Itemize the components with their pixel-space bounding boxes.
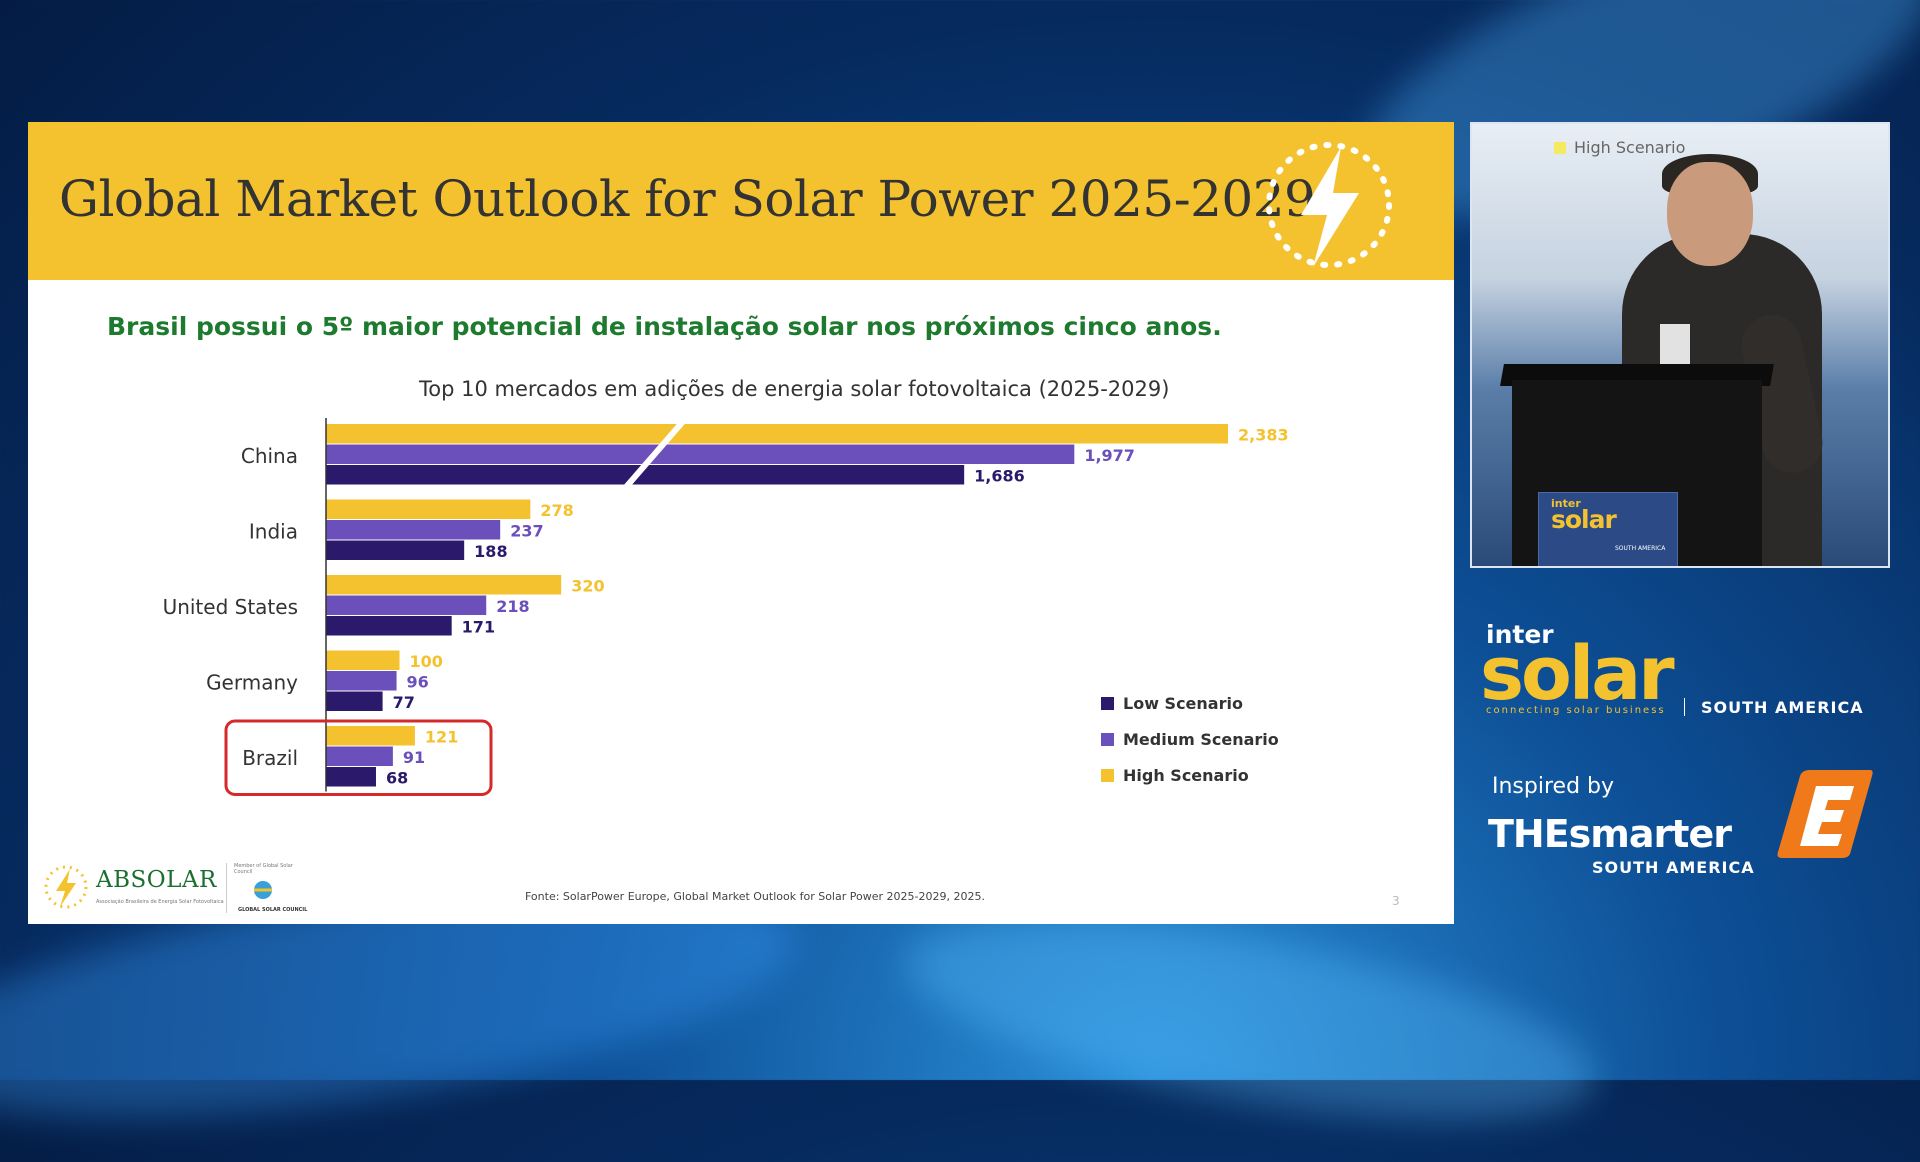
data-label-germany-medium-scenario: 96 [407,673,429,692]
the-smarter-e-logo: Inspired by THEsmarter SOUTH AMERICA [1488,768,1888,878]
data-label-india-low-scenario: 188 [474,542,507,561]
intersolar-separator [1684,698,1685,716]
data-label-india-high-scenario: 278 [540,501,573,520]
bar-germany-high-scenario [326,650,400,670]
podium-logo-panel: inter solar SOUTH AMERICA [1538,492,1678,566]
source-note: Fonte: SolarPower Europe, Global Market … [525,890,985,903]
podium-region: SOUTH AMERICA [1615,545,1666,552]
the-smarter-name: THEsmarter [1488,812,1732,856]
gsc-globe-icon [254,881,272,899]
bar-india-medium-scenario [326,520,501,540]
lightning-bolt-icon [1266,142,1392,268]
bar-united-states-low-scenario [326,616,452,636]
bar-brazil-high-scenario [326,726,415,746]
bar-china-low-scenario [326,465,965,485]
speaker-camera-feed: High Scenario inter solar SOUTH AMERICA [1470,122,1890,568]
data-label-india-medium-scenario: 237 [510,522,543,541]
bar-india-high-scenario [326,499,531,519]
data-label-china-low-scenario: 1,686 [974,467,1025,486]
logo-divider [226,863,227,913]
highlight-box-brazil [224,719,493,796]
bar-germany-low-scenario [326,691,383,711]
data-label-united-states-medium-scenario: 218 [496,597,529,616]
category-label-brazil: Brazil [242,746,298,770]
bar-brazil-medium-scenario [326,746,393,766]
data-label-brazil-high-scenario: 121 [425,728,458,747]
intersolar-tagline: connecting solar business [1486,705,1666,716]
legend-label-high-scenario: High Scenario [1123,766,1249,785]
absolar-tagline: Associação Brasileira de Energia Solar F… [96,899,224,905]
category-label-germany: Germany [206,670,298,694]
data-label-china-medium-scenario: 1,977 [1084,446,1135,465]
chart-title: Top 10 mercados em adições de energia so… [419,377,1170,401]
category-label-india: India [249,519,298,543]
camera-legend-label: High Scenario [1574,138,1686,157]
legend-swatch-medium-scenario [1101,733,1114,746]
podium-inter: inter [1551,497,1581,510]
podium-solar: solar [1551,505,1617,534]
bar-brazil-low-scenario [326,767,376,787]
presentation-slide: Global Market Outlook for Solar Power 20… [28,122,1454,924]
legend-swatch-high-scenario [1101,769,1114,782]
category-label-united-states: United States [163,595,298,619]
data-label-brazil-low-scenario: 68 [386,769,408,788]
data-label-brazil-medium-scenario: 91 [403,748,425,767]
slide-title: Global Market Outlook for Solar Power 20… [59,170,1316,228]
slide-header: Global Market Outlook for Solar Power 20… [28,122,1454,280]
slide-subtitle: Brasil possui o 5º maior potencial de in… [107,312,1222,341]
legend-label-low-scenario: Low Scenario [1123,694,1243,713]
intersolar-logo: inter solar connecting solar business SO… [1480,620,1880,730]
axis-break-mark [617,416,689,496]
absolar-logo: ABSOLAR Associação Brasileira de Energia… [36,859,308,917]
bar-united-states-high-scenario [326,575,562,595]
bar-germany-medium-scenario [326,671,397,691]
legend-swatch [1554,142,1566,154]
absolar-name: ABSOLAR [96,867,217,893]
data-label-united-states-low-scenario: 171 [462,618,495,637]
camera-legend-text: High Scenario [1554,138,1685,157]
gsc-member-text: Member of Global Solar Council [234,863,293,875]
data-label-china-high-scenario: 2,383 [1238,426,1289,445]
smarter-region: SOUTH AMERICA [1592,858,1755,877]
absolar-sun-icon [44,865,88,909]
intersolar-region: SOUTH AMERICA [1701,698,1864,717]
bar-united-states-medium-scenario [326,595,487,615]
data-label-united-states-high-scenario: 320 [571,577,604,596]
page-number: 3 [1392,894,1400,908]
category-label-china: China [241,444,298,468]
bar-china-high-scenario [326,424,1228,444]
legend-label-medium-scenario: Medium Scenario [1123,730,1279,749]
intersolar-solar: solar [1480,631,1675,717]
bar-india-low-scenario [326,540,465,560]
data-label-germany-high-scenario: 100 [410,652,443,671]
intersolar-inter: inter [1486,620,1554,649]
legend-swatch-low-scenario [1101,697,1114,710]
gsc-name: GLOBAL SOLAR COUNCIL [238,907,308,913]
smarter-e-icon [1777,770,1873,858]
data-label-germany-low-scenario: 77 [393,693,415,712]
speaker-head [1667,162,1753,266]
bar-china-medium-scenario [326,444,1075,464]
inspired-by-text: Inspired by [1492,774,1615,799]
